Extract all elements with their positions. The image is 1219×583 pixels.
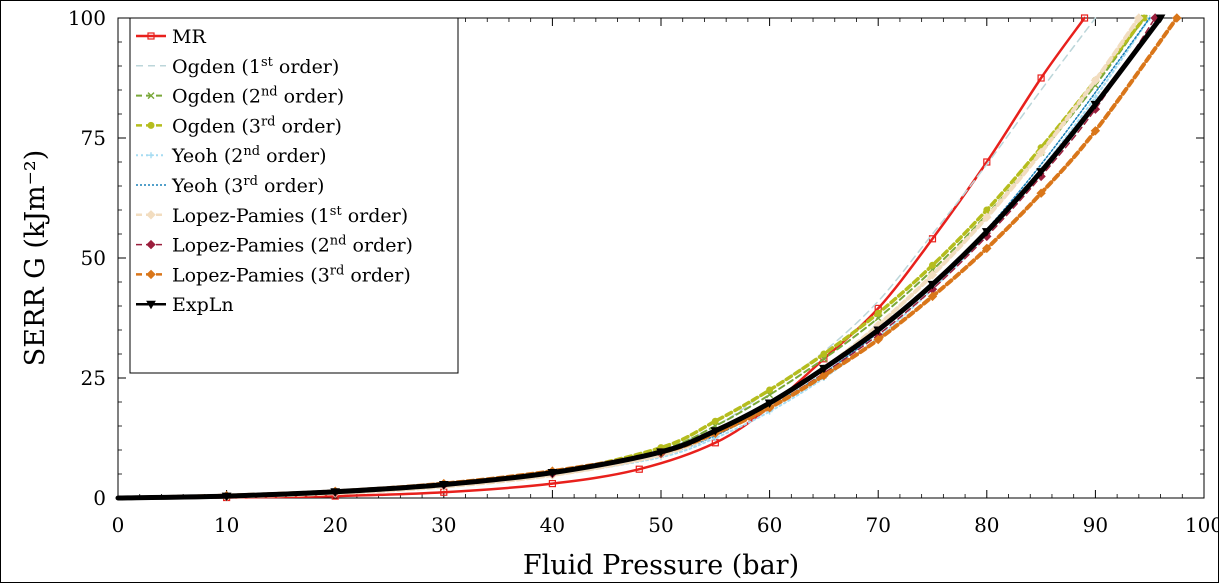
data-point-marker bbox=[1172, 13, 1182, 23]
x-tick-label: 70 bbox=[865, 513, 890, 537]
x-axis-title: Fluid Pressure (bar) bbox=[523, 550, 799, 581]
data-point-marker bbox=[1036, 188, 1046, 198]
legend-item: Lopez-Pamies (1st order) bbox=[136, 203, 408, 227]
y-tick-label: 0 bbox=[93, 486, 106, 510]
data-point-marker bbox=[146, 300, 156, 310]
data-point-marker bbox=[982, 212, 992, 222]
data-point-marker bbox=[656, 448, 666, 457]
data-point-marker bbox=[146, 269, 156, 280]
y-tick-label: 50 bbox=[81, 246, 106, 270]
series-group bbox=[115, 13, 1182, 502]
x-tick-label: 40 bbox=[540, 513, 565, 537]
legend-item: Ogden (1st order) bbox=[136, 54, 339, 78]
y-tick-label: 75 bbox=[81, 126, 106, 150]
data-point-marker bbox=[710, 427, 721, 436]
data-point-marker bbox=[927, 280, 938, 290]
data-point-marker bbox=[1036, 147, 1046, 158]
x-tick-label: 60 bbox=[757, 513, 782, 537]
data-point-marker bbox=[981, 228, 992, 237]
data-point-marker bbox=[982, 243, 992, 254]
data-point-marker bbox=[1090, 75, 1101, 86]
data-point-marker bbox=[547, 469, 558, 478]
data-point-marker bbox=[146, 239, 156, 250]
legend-label: MR bbox=[172, 26, 206, 48]
x-tick-label: 10 bbox=[214, 513, 239, 537]
data-point-marker bbox=[1037, 74, 1045, 82]
legend-label: Lopez-Pamies (3rd order) bbox=[172, 263, 411, 287]
x-tick-label: 50 bbox=[648, 513, 673, 537]
x-tick-label: 80 bbox=[974, 513, 999, 537]
legend-item: Yeoh (2nd order) bbox=[136, 144, 327, 168]
data-point-marker bbox=[148, 152, 154, 159]
series-line bbox=[115, 15, 1164, 501]
data-point-marker bbox=[766, 386, 774, 394]
legend-label: ExpLn bbox=[172, 294, 234, 316]
y-tick-label: 100 bbox=[68, 6, 106, 30]
legend-label: Yeoh (2nd order) bbox=[171, 144, 327, 168]
series-expln bbox=[115, 14, 1166, 502]
legend-label: Ogden (2nd order) bbox=[172, 84, 344, 108]
data-point-marker bbox=[1036, 168, 1046, 177]
legend: MR Ogden (1st order) Ogden (2nd order) Ogde… bbox=[129, 17, 459, 374]
legend-item: Yeoh (3rd order) bbox=[136, 174, 324, 198]
data-point-marker bbox=[1090, 100, 1101, 110]
x-tick-label: 30 bbox=[431, 513, 456, 537]
x-tick-label: 100 bbox=[1185, 513, 1219, 537]
data-point-marker bbox=[874, 309, 882, 317]
data-point-marker bbox=[147, 32, 155, 40]
x-tick-label: 90 bbox=[1083, 513, 1108, 537]
legend-item: MR bbox=[136, 26, 206, 48]
legend-label: Lopez-Pamies (2nd order) bbox=[172, 233, 413, 257]
data-point-marker bbox=[983, 206, 991, 214]
legend-item: ExpLn bbox=[136, 294, 234, 316]
data-point-marker bbox=[819, 370, 829, 381]
data-point-marker bbox=[873, 334, 883, 345]
legend-label: Lopez-Pamies (1st order) bbox=[172, 203, 408, 227]
data-point-marker bbox=[147, 121, 155, 129]
data-point-marker bbox=[1134, 13, 1144, 23]
data-point-marker bbox=[548, 480, 557, 488]
data-point-marker bbox=[1090, 126, 1101, 136]
data-point-marker bbox=[221, 492, 232, 502]
data-point-marker bbox=[147, 92, 155, 100]
data-point-marker bbox=[819, 364, 829, 374]
legend-label: Yeoh (3rd order) bbox=[171, 174, 324, 198]
data-point-marker bbox=[330, 488, 341, 497]
data-point-marker bbox=[1092, 94, 1099, 101]
x-tick-label: 0 bbox=[112, 513, 125, 537]
legend-label: Ogden (3rd order) bbox=[172, 114, 342, 138]
data-point-marker bbox=[929, 261, 936, 269]
legend-item: Lopez-Pamies (3rd order) bbox=[136, 263, 411, 287]
data-point-marker bbox=[1155, 14, 1166, 24]
data-point-marker bbox=[927, 291, 938, 302]
legend-item: Lopez-Pamies (2nd order) bbox=[136, 233, 413, 257]
data-point-marker bbox=[820, 350, 828, 358]
data-point-marker bbox=[146, 210, 156, 220]
axis-ticks: 0 10 20 30 40 50 60 70 80 90 100 0 25 50 75 100 bbox=[68, 6, 1219, 537]
legend-box bbox=[129, 17, 459, 374]
data-point-marker bbox=[635, 465, 643, 473]
legend-item: Ogden (2nd order) bbox=[136, 84, 344, 108]
data-point-marker bbox=[438, 481, 449, 490]
y-axis-title: SERR G (kJm⁻²) bbox=[20, 150, 51, 367]
legend-label: Ogden (1st order) bbox=[172, 54, 339, 78]
y-tick-label: 25 bbox=[81, 366, 106, 390]
data-point-marker bbox=[873, 326, 884, 336]
x-tick-label: 20 bbox=[322, 513, 347, 537]
data-point-marker bbox=[711, 417, 719, 425]
data-point-marker bbox=[927, 270, 938, 280]
data-point-marker bbox=[764, 399, 775, 408]
data-point-marker bbox=[1080, 14, 1089, 22]
legend-item: Ogden (3rd order) bbox=[136, 114, 342, 138]
